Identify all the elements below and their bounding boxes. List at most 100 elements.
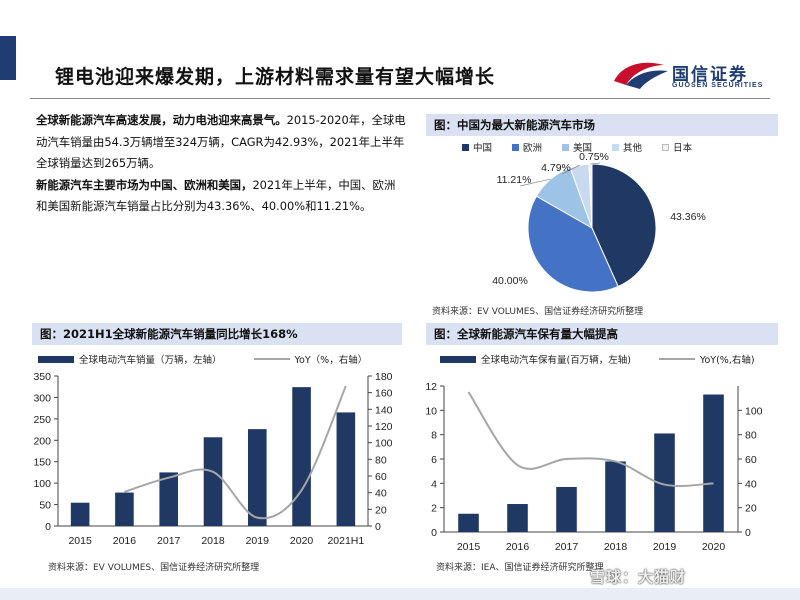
sales-right-tick-label: 140 (375, 404, 393, 416)
pie-legend-item: 日本 (662, 140, 692, 154)
pie-legend-swatch (612, 143, 620, 151)
stock-right-tick-label: 100 (745, 405, 763, 417)
sales-left-tick-label: 50 (39, 500, 51, 512)
sales-bar (115, 492, 134, 526)
pie-legend-item: 其他 (612, 140, 642, 154)
stock-source: 资料来源：IEA、国信证券经济研究所整理 (436, 563, 604, 573)
pie-legend-item: 欧洲 (512, 140, 542, 154)
pie-data-label: 0.75% (579, 151, 609, 163)
intro-p1-body: 2015-2020年，全球电动汽车销量由54.3万辆增至324万辆，CAGR为4… (36, 113, 406, 170)
pie-data-label: 4.79% (541, 162, 571, 174)
intro-p2-lead: 新能源汽车主要市场为中国、欧洲和美国， (36, 177, 253, 192)
pie-chart: 43.36% 40.00% 11.21% 4.79% 0.75% (492, 151, 706, 293)
sales-left-tick-label: 100 (33, 478, 51, 490)
sales-x-tick-label: 2019 (246, 535, 270, 547)
stock-left-tick-label: 2 (431, 503, 437, 515)
pie-legend: 中国 欧洲 美国 其他 日本 (462, 140, 704, 154)
stock-chart: 0 2 4 6 8 10 12 0 20 40 60 80 100 2015 2016 2017 2018 201… (425, 381, 763, 553)
pie-legend-label: 其他 (623, 143, 643, 154)
pie-legend-label: 日本 (673, 143, 693, 154)
sales-left-tick-label: 200 (33, 435, 51, 447)
footer-strip (0, 588, 800, 600)
sales-right-tick-label: 120 (375, 421, 393, 433)
pie-legend-swatch (462, 143, 469, 151)
guosen-logo-icon (614, 62, 668, 89)
pie-legend-label: 中国 (473, 143, 493, 154)
sales-yoy-line (124, 385, 347, 520)
sales-right-tick-label: 40 (375, 488, 387, 500)
sales-right-tick-label: 20 (375, 504, 387, 516)
intro-p1-lead: 全球新能源汽车高速发展，动力电池迎来高景气。 (36, 113, 287, 127)
sales-left-tick-label: 0 (45, 521, 51, 533)
stock-legend-bar-label: 全球电动汽车保有量(百万辆，左轴) (481, 355, 631, 366)
sales-left-tick-label: 300 (33, 392, 51, 404)
stock-left-tick-label: 6 (431, 454, 437, 466)
watermark: 雪球：大猫财 (590, 568, 687, 586)
stock-x-tick-label: 2017 (555, 541, 579, 553)
pie-data-label: 40.00% (492, 275, 528, 287)
sales-x-tick-label: 2015 (68, 535, 92, 547)
sales-x-tick-label: 2018 (201, 535, 225, 547)
logo-text-cn: 国信证券 (672, 65, 748, 85)
sales-bar (159, 472, 179, 526)
sales-legend-bar-label: 全球电动汽车销量（万辆，左轴） (79, 355, 222, 366)
intro-text: 全球新能源汽车高速发展，动力电池迎来高景气。2015-2020年，全球电动汽车销… (36, 110, 406, 218)
pie-panel-title: 图：中国为最大新能源汽车市场 (426, 114, 778, 136)
stock-legend-line-label: YoY(%,右轴) (699, 355, 755, 366)
sales-left-tick-label: 250 (33, 414, 51, 426)
pie-slice (591, 163, 657, 288)
stock-right-tick-label: 20 (745, 503, 757, 515)
pie-slice (527, 195, 619, 293)
sales-x-tick-label: 2017 (157, 535, 181, 547)
stock-legend-bar-swatch (440, 355, 476, 363)
sales-x-tick-label: 2016 (113, 535, 137, 547)
pie-legend-label: 美国 (573, 143, 593, 154)
stock-legend: 全球电动汽车保有量(百万辆，左轴) YoY(%,右轴) (440, 352, 755, 366)
pie-leader-line (519, 178, 551, 187)
sales-right-tick-label: 160 (375, 388, 393, 400)
stock-bar (507, 504, 528, 532)
pie-legend-swatch (662, 143, 670, 151)
sales-legend-bar-swatch (38, 355, 74, 363)
stock-left-tick-label: 12 (425, 381, 437, 393)
sales-bar (203, 437, 223, 526)
sales-legend-line-swatch (253, 358, 290, 360)
stock-x-tick-label: 2016 (506, 541, 530, 553)
pie-leader-line (590, 162, 601, 165)
pie-data-label: 11.21% (497, 174, 532, 186)
pie-legend-label: 欧洲 (523, 143, 543, 154)
sales-left-tick-label: 350 (33, 371, 51, 383)
intro-paragraph-1: 全球新能源汽车高速发展，动力电池迎来高景气。2015-2020年，全球电动汽车销… (36, 110, 406, 175)
pie-legend-swatch (512, 143, 520, 151)
stock-bar (703, 394, 724, 532)
stock-right-tick-label: 0 (745, 527, 751, 539)
title-divider (30, 98, 770, 99)
sales-bar (292, 387, 311, 526)
intro-paragraph-2: 新能源汽车主要市场为中国、欧洲和美国，2021年上半年，中国、欧洲和美国新能源汽… (36, 175, 406, 218)
sales-right-tick-label: 100 (375, 438, 393, 450)
sales-right-tick-label: 80 (375, 454, 387, 466)
sales-source: 资料来源：EV VOLUMES、国信证券经济研究所整理 (48, 563, 260, 573)
stock-x-tick-label: 2015 (457, 541, 481, 553)
stock-right-tick-label: 80 (745, 430, 757, 442)
sales-bar (247, 429, 267, 526)
sales-panel-title: 图：2021H1全球新能源汽车销量同比增长168% (32, 323, 402, 345)
sales-bar (70, 502, 90, 526)
stock-legend-line-swatch (658, 358, 695, 360)
stock-x-tick-label: 2018 (604, 541, 628, 553)
stock-bar (556, 486, 577, 532)
sales-right-tick-label: 60 (375, 471, 387, 483)
sales-legend: 全球电动汽车销量（万辆，左轴） YoY（%，右轴） (38, 352, 367, 366)
sales-x-tick-label: 2020 (290, 535, 314, 547)
stock-left-tick-label: 10 (425, 405, 437, 417)
pie-data-label: 43.36% (670, 211, 706, 223)
pie-leader-line (561, 164, 580, 175)
pie-source: 资料来源：EV VOLUMES、国信证券经济研究所整理 (432, 307, 644, 317)
title-accent-bar (0, 36, 16, 80)
stock-left-tick-label: 8 (431, 430, 437, 442)
sales-chart: 0 50 100 150 200 250 300 350 0 20 40 60 80 100 120 140 1… (33, 371, 393, 547)
sales-legend-line-label: YoY（%，右轴） (294, 355, 368, 366)
sales-left-tick-label: 150 (33, 457, 51, 469)
stock-x-tick-label: 2019 (653, 541, 677, 553)
stock-x-tick-label: 2020 (702, 541, 726, 553)
